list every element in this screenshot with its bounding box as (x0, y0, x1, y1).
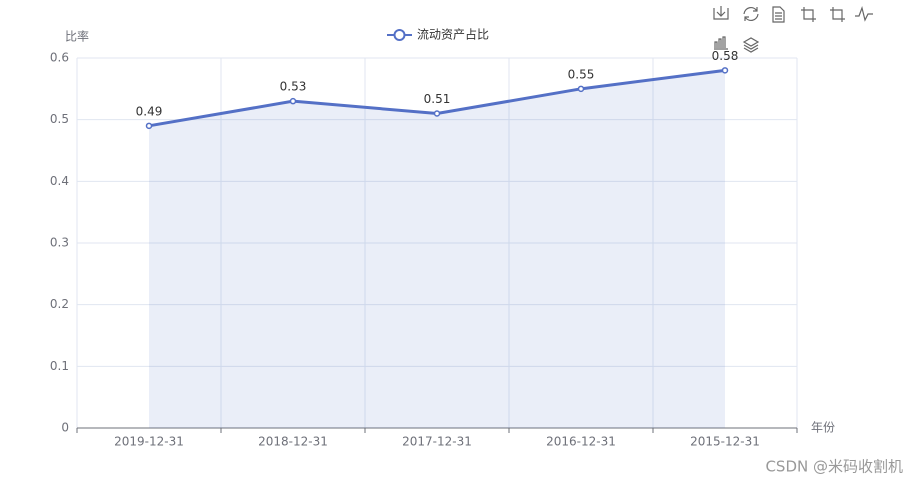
restore-icon[interactable] (743, 6, 759, 22)
x-tick-label: 2018-12-31 (258, 435, 328, 449)
x-tick-label: 2017-12-31 (402, 435, 472, 449)
area (149, 70, 725, 428)
bar-icon[interactable] (714, 36, 728, 50)
x-axis-label: 年份 (811, 421, 835, 435)
data-label: 0.51 (424, 92, 451, 106)
x-tick-label: 2016-12-31 (546, 435, 616, 449)
y-tick-label: 0.2 (50, 297, 69, 311)
data-label: 0.53 (280, 80, 307, 94)
point (577, 85, 585, 93)
legend-item[interactable]: 流动资产占比 (387, 27, 489, 42)
y-tick-label: 0.6 (50, 51, 69, 65)
save-icon[interactable] (713, 6, 729, 20)
toolbox[interactable] (713, 5, 873, 53)
y-tick-label: 0 (61, 421, 69, 435)
legend-label: 流动资产占比 (417, 27, 489, 42)
x-tick-label: 2015-12-31 (690, 435, 760, 449)
zoom-reset-icon[interactable] (830, 7, 845, 22)
point (433, 110, 441, 117)
point (145, 122, 153, 130)
stack-icon[interactable] (742, 37, 760, 53)
y-tick-label: 0.4 (50, 174, 69, 188)
line-icon[interactable] (855, 5, 873, 22)
legend-symbol (393, 29, 406, 41)
data-label: 0.58 (712, 49, 739, 63)
point (289, 97, 297, 105)
y-tick-label: 0.3 (50, 236, 69, 250)
y-axis-label: 比率 (65, 29, 89, 44)
point (721, 67, 729, 74)
data-view-icon[interactable] (772, 6, 785, 23)
x-tick-label: 2019-12-31 (114, 435, 184, 449)
data-label: 0.49 (136, 104, 163, 118)
watermark: CSDN @米码收割机 (765, 458, 903, 476)
data-label: 0.55 (568, 67, 595, 81)
y-tick-label: 0.5 (50, 112, 69, 126)
y-tick-label: 0.1 (50, 359, 69, 373)
zoom-icon[interactable] (801, 7, 816, 22)
